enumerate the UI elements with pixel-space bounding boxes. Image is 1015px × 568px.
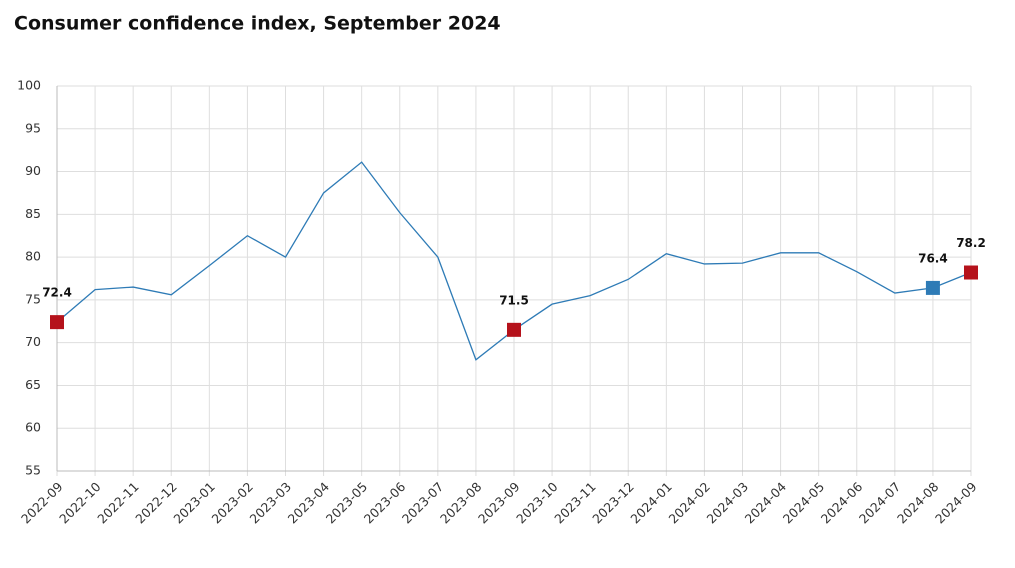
y-tick-label: 80 [25,249,41,264]
data-label: 72.4 [42,286,72,300]
y-tick-label: 65 [25,377,41,392]
y-tick-label: 75 [25,291,41,306]
y-tick-label: 70 [25,334,41,349]
chart-title: Consumer confidence index, September 202… [14,13,501,35]
data-label: 76.4 [918,251,948,265]
point-marker [50,315,64,330]
y-tick-label: 85 [25,206,41,221]
point-marker [925,280,940,295]
y-tick-label: 60 [25,420,41,435]
y-tick-label: 90 [25,163,41,178]
point-marker [507,322,521,337]
data-label: 78.2 [956,236,986,250]
point-marker [964,265,978,280]
y-tick-label: 95 [25,120,41,135]
data-label: 71.5 [499,293,529,307]
y-tick-label: 55 [25,463,41,478]
y-tick-label: 100 [17,78,41,93]
x-tick-label: 2024-09 [932,479,980,527]
